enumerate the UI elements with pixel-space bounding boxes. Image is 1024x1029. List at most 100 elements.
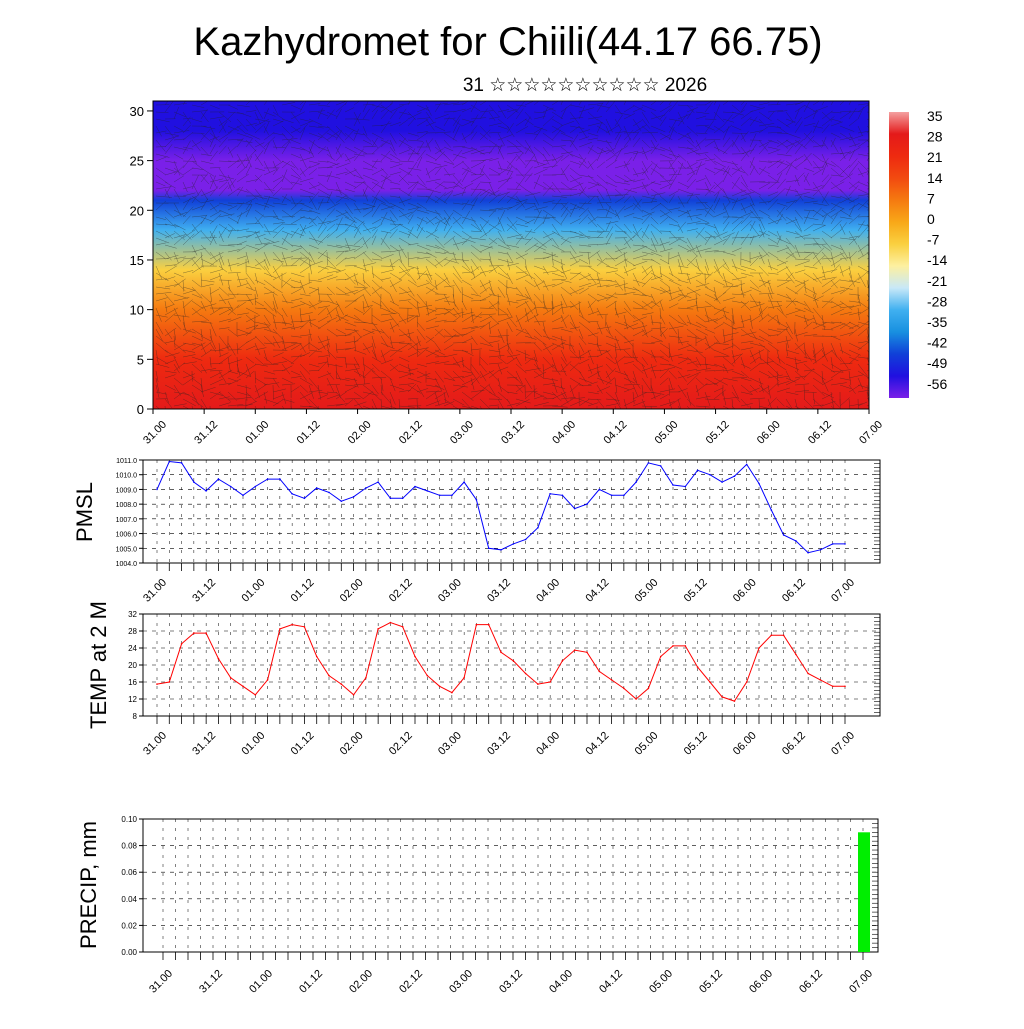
chart-subtitle: 31 ☆☆☆☆☆☆☆☆☆☆ 2026 (463, 75, 707, 96)
temp2m-point (341, 683, 343, 685)
temp2m-point (255, 694, 257, 696)
temp2m-point (205, 632, 207, 634)
precip-xtick-label: 06.00 (747, 968, 775, 996)
temp2m-xtick-label: 05.12 (682, 730, 710, 758)
temp2m-xtick-label: 05.00 (633, 730, 661, 758)
temp2m-point (291, 624, 293, 626)
pmsl-point (267, 478, 269, 480)
temp2m-point (377, 628, 379, 630)
colorbar-label: 14 (927, 170, 943, 186)
heatmap-ytick-label: 30 (130, 104, 144, 119)
temp2m-point (721, 696, 723, 698)
pmsl-point (832, 543, 834, 545)
pmsl-xtick-label: 02.12 (387, 577, 415, 605)
pmsl-point (463, 481, 465, 483)
temp2m-xtick-label: 06.12 (780, 730, 808, 758)
precip-ylabel: PRECIP, mm (76, 821, 101, 949)
heatmap-xtick-label: 03.00 (448, 419, 476, 447)
colorbar-label: 0 (927, 211, 935, 227)
temp2m-xtick-label: 03.00 (436, 730, 464, 758)
temp2m-point (660, 656, 662, 658)
temp2m-point (414, 656, 416, 658)
heatmap-xtick-label: 03.12 (499, 419, 527, 447)
temp2m-point (427, 675, 429, 677)
colorbar-label: -28 (927, 293, 947, 309)
temp2m-point (562, 660, 564, 662)
pmsl-point (353, 496, 355, 498)
pmsl-point (279, 478, 281, 480)
heatmap-ytick-label: 15 (130, 253, 144, 268)
pmsl-point (697, 470, 699, 472)
precip-xtick-label: 31.12 (197, 968, 225, 996)
temp2m-point (230, 677, 232, 679)
temp2m-point (218, 658, 220, 660)
temp2m-point (709, 681, 711, 683)
temp2m-xtick-label: 03.12 (485, 730, 513, 758)
temp2m-point (181, 643, 183, 645)
temp2m-point (648, 688, 650, 690)
temp2m-ytick-label: 24 (128, 644, 137, 653)
heatmap-xtick-label: 31.00 (141, 419, 169, 447)
temp2m-point (476, 624, 478, 626)
pmsl-point (635, 481, 637, 483)
temp2m-point (279, 628, 281, 630)
heatmap-xtick-label: 01.12 (295, 419, 323, 447)
temp2m-point (820, 679, 822, 681)
heatmap-xtick-label: 06.12 (806, 419, 834, 447)
pmsl-xtick-label: 05.12 (682, 577, 710, 605)
precip-xtick-label: 02.12 (397, 968, 425, 996)
temp2m-xtick-label: 02.12 (387, 730, 415, 758)
temp2m-point (365, 677, 367, 679)
temp2m-point (169, 681, 171, 683)
pmsl-point (439, 495, 441, 497)
pmsl-point (169, 461, 171, 463)
pmsl-point (574, 508, 576, 510)
pmsl-point (451, 495, 453, 497)
pmsl-point (734, 475, 736, 477)
pmsl-ytick-label: 1004.0 (116, 561, 138, 568)
precip-xtick-label: 01.12 (297, 968, 325, 996)
temp2m-point (758, 647, 760, 649)
pmsl-point (820, 549, 822, 551)
temp2m-point (537, 683, 539, 685)
pmsl-xtick-label: 01.00 (239, 577, 267, 605)
temp2m-xtick-label: 01.12 (289, 730, 317, 758)
temp2m-ytick-label: 28 (128, 627, 137, 636)
temp2m-ytick-label: 16 (128, 678, 137, 687)
pmsl-xtick-label: 03.12 (485, 577, 513, 605)
pmsl-point (193, 481, 195, 483)
pmsl-point (427, 490, 429, 492)
pmsl-point (488, 548, 490, 550)
temp2m-point (439, 686, 441, 688)
pmsl-point (611, 495, 613, 497)
pmsl-xtick-label: 05.00 (633, 577, 661, 605)
heatmap-ytick-label: 0 (137, 402, 144, 417)
temp2m-point (451, 692, 453, 694)
pmsl-ytick-label: 1011.0 (116, 458, 137, 465)
colorbar-label: -35 (927, 314, 947, 330)
precip-bar (858, 832, 870, 952)
pmsl-ytick-label: 1006.0 (116, 532, 138, 539)
heatmap-field (153, 101, 869, 409)
pmsl-ytick-label: 1008.0 (116, 502, 138, 509)
temp2m-point (156, 683, 158, 685)
temp2m-point (844, 686, 846, 688)
precip-xtick-label: 07.00 (847, 968, 875, 996)
pmsl-point (218, 478, 220, 480)
temp2m-point (734, 700, 736, 702)
temp2m-ytick-label: 8 (133, 712, 138, 721)
temp2m-xtick-label: 31.00 (141, 730, 169, 758)
pmsl-point (328, 492, 330, 494)
pmsl-point (672, 484, 674, 486)
pmsl-xtick-label: 04.00 (534, 577, 562, 605)
pmsl-point (537, 527, 539, 529)
temp2m-point (635, 698, 637, 700)
temp2m-point (513, 660, 515, 662)
temp2m-point (771, 635, 773, 637)
heatmap-xtick-label: 01.00 (243, 419, 271, 447)
temp2m-point (328, 675, 330, 677)
temp2m-xtick-label: 04.00 (534, 730, 562, 758)
pmsl-xtick-label: 02.00 (338, 577, 366, 605)
pmsl-point (304, 498, 306, 500)
